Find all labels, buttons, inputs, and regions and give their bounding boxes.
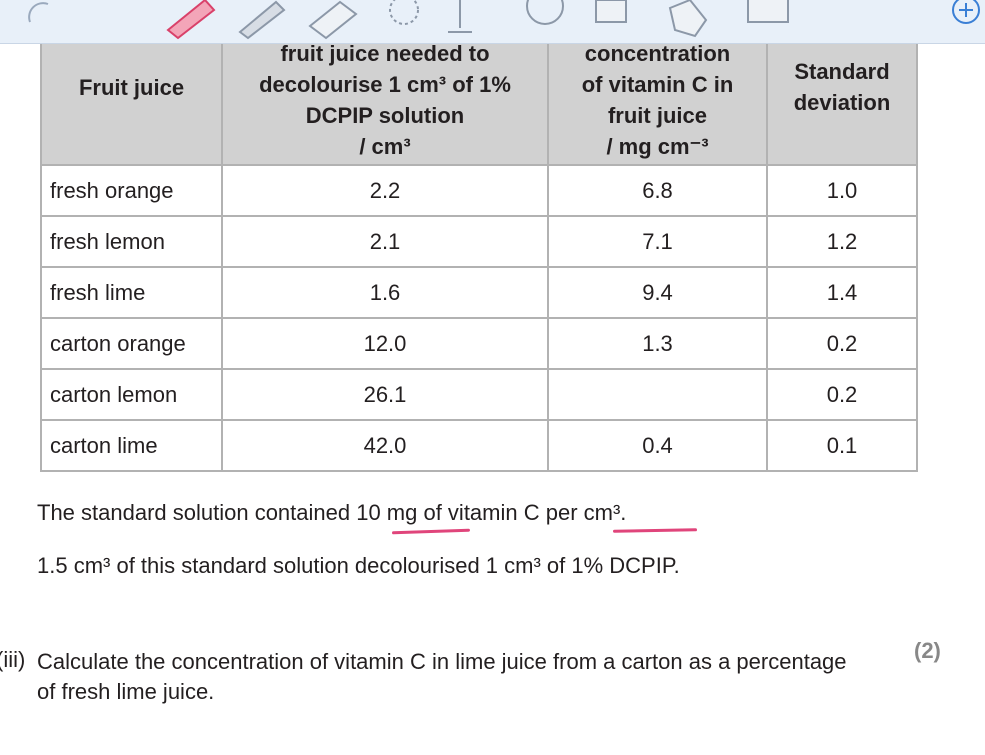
shape-tool[interactable] (595, 0, 627, 23)
table-cell: 7.1 (547, 215, 768, 268)
table-cell: 0.4 (547, 419, 768, 472)
annotation-underline (391, 528, 471, 535)
table-cell: 9.4 (547, 266, 768, 319)
pencil-tool[interactable] (238, 0, 286, 40)
header-line: / cm³ (359, 134, 411, 159)
table-cell: 12.0 (221, 317, 549, 370)
image-tool[interactable] (747, 0, 789, 23)
table-cell: carton orange (40, 317, 223, 370)
header-line: decolourise 1 cm³ of 1% (259, 72, 511, 97)
add-plus (959, 3, 973, 17)
table-cell: fresh orange (40, 164, 223, 217)
header-line: fruit juice needed to (280, 41, 490, 66)
table-cell: 0.2 (766, 368, 918, 421)
table-cell: 6.8 (547, 164, 768, 217)
table-cell: carton lime (40, 419, 223, 472)
toolbar-icons (28, 0, 980, 40)
header-line: Fruit juice (78, 74, 185, 100)
header-line: DCPIP solution (305, 103, 465, 128)
paragraph: 1.5 cm³ of this standard solution decolo… (37, 553, 680, 578)
table-cell: 1.2 (766, 215, 918, 268)
table-cell: 26.1 (221, 368, 549, 421)
add-button[interactable] (952, 0, 980, 24)
table-cell: 1.0 (766, 164, 918, 217)
text-tool[interactable] (448, 0, 472, 33)
header-line: deviation (793, 90, 891, 115)
table-cell: 42.0 (221, 419, 549, 472)
header-line: concentration (584, 41, 731, 66)
lasso-tool[interactable] (389, 0, 419, 25)
hand-tool[interactable] (668, 0, 708, 38)
data-table: Fruit juice fruit juice needed to decolour… (40, 10, 918, 472)
table-cell: fresh lemon (40, 215, 223, 268)
paragraph: The standard solution contained 10 mg of… (37, 500, 627, 525)
table-row: fresh lemon 2.1 7.1 1.2 (40, 215, 918, 268)
undo-icon[interactable] (28, 2, 49, 23)
table-row: carton lemon 26.1 0.2 (40, 368, 918, 421)
table-row: fresh lime 1.6 9.4 1.4 (40, 266, 918, 319)
header-line: fruit juice (607, 103, 707, 128)
header-line: of vitamin C in (581, 72, 734, 97)
table-cell: 2.2 (221, 164, 549, 217)
pen-tool[interactable] (166, 0, 216, 40)
table-row: carton orange 12.0 1.3 0.2 (40, 317, 918, 370)
table-cell: carton lemon (40, 368, 223, 421)
table-cell: 1.6 (221, 266, 549, 319)
question-text: Calculate the concentration of vitamin C… (37, 649, 847, 704)
table-cell: 1.4 (766, 266, 918, 319)
header-line: Standard (794, 59, 890, 84)
sticker-tool[interactable] (526, 0, 564, 25)
table-cell: fresh lime (40, 266, 223, 319)
table-cell: 1.3 (547, 317, 768, 370)
table-cell (547, 368, 768, 421)
table-cell: 0.1 (766, 419, 918, 472)
table-row: fresh orange 2.2 6.8 1.0 (40, 164, 918, 217)
header-line: / mg cm⁻³ (606, 134, 709, 159)
table-cell: 2.1 (221, 215, 549, 268)
table-body: fresh orange 2.2 6.8 1.0 fresh lemon 2.1 7.1 1.… (40, 164, 918, 472)
annotation-underline (612, 528, 698, 533)
question-number: (iii) (0, 647, 26, 672)
eraser-tool[interactable] (308, 0, 358, 40)
question-marks: (2) (914, 638, 941, 663)
table-row: carton lime 42.0 0.4 0.1 (40, 419, 918, 472)
toolbar (0, 0, 985, 44)
table-cell: 0.2 (766, 317, 918, 370)
